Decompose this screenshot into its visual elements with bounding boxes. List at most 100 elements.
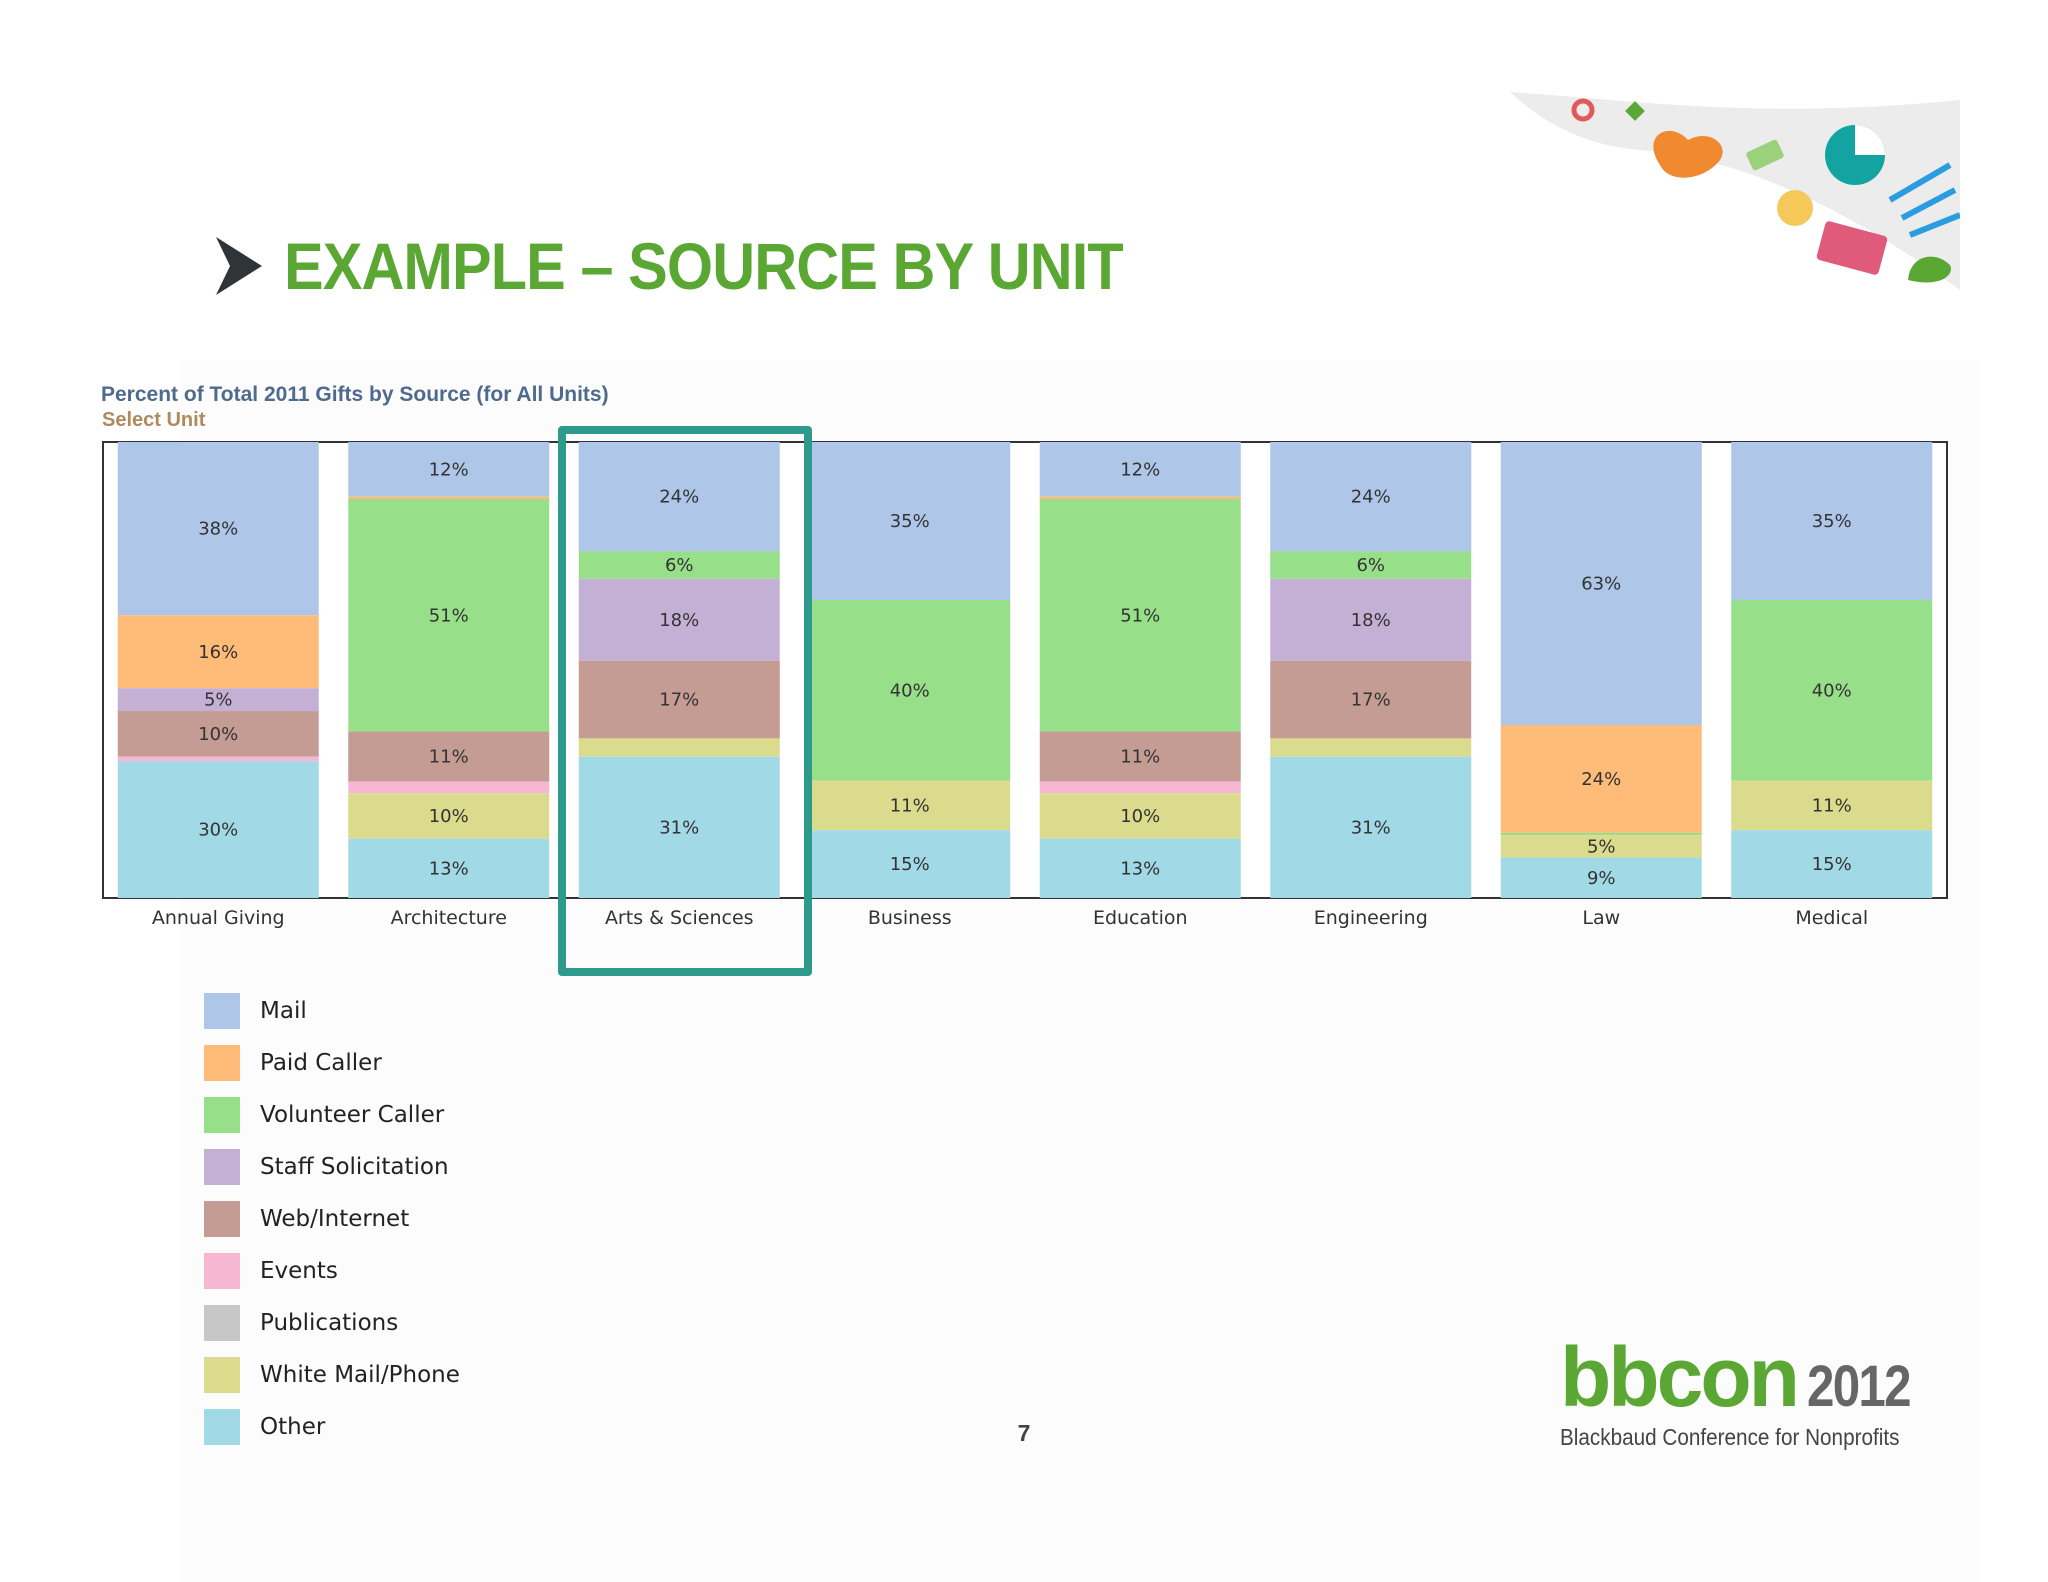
logo-brand: bbcon <box>1560 1330 1800 1424</box>
select-unit-link[interactable]: Select Unit <box>102 409 206 431</box>
bar-segment[interactable] <box>348 838 550 898</box>
data-label: 10% <box>198 724 238 745</box>
legend-item[interactable]: Events <box>204 1245 460 1297</box>
bar-segment[interactable] <box>348 442 550 497</box>
bar-segment[interactable] <box>1731 780 1933 831</box>
bar-segment[interactable] <box>1039 781 1241 794</box>
bar-segment[interactable] <box>1270 442 1472 552</box>
bar-segment[interactable] <box>578 442 780 552</box>
bar-segment[interactable] <box>348 496 550 499</box>
bar-segment[interactable] <box>117 711 319 757</box>
data-label: 17% <box>659 690 699 711</box>
data-label: 5% <box>1587 836 1616 857</box>
data-label: 11% <box>429 747 469 768</box>
bar-segment[interactable] <box>809 780 1011 831</box>
bar-segment[interactable] <box>348 731 550 782</box>
highlight-box <box>558 426 812 976</box>
bar-segment[interactable] <box>809 600 1011 781</box>
lightbulb-icon <box>1777 190 1813 226</box>
data-label: 12% <box>1120 459 1160 480</box>
legend-label: Mail <box>260 998 307 1024</box>
legend-item[interactable]: Other <box>204 1401 460 1453</box>
heart-icon <box>1653 130 1723 178</box>
data-label: 31% <box>659 817 699 838</box>
legend-label: Volunteer Caller <box>260 1102 445 1128</box>
bar-segment[interactable] <box>1731 600 1933 781</box>
bar-segment[interactable] <box>117 688 319 712</box>
legend-swatch <box>204 1357 240 1393</box>
chart-title: Percent of Total 2011 Gifts by Source (f… <box>101 383 609 406</box>
legend-label: Web/Internet <box>260 1206 410 1232</box>
bar-segment[interactable] <box>1500 835 1702 858</box>
stacked-bar-chart: 38% 16% 5% 10% 30% Annual Giving 12% 51% 11% 10% 1… <box>102 441 1948 929</box>
bar-segment[interactable] <box>1500 725 1702 833</box>
circle-icon <box>1571 98 1595 122</box>
bar-segment[interactable] <box>809 830 1011 898</box>
bar-segment[interactable] <box>1731 830 1933 898</box>
bar-segment[interactable] <box>1500 442 1702 726</box>
decorative-banner-graphic <box>1510 92 1960 290</box>
bar-segment[interactable] <box>1039 442 1241 497</box>
shell-icon <box>1908 256 1951 283</box>
bar-segment[interactable] <box>1270 660 1472 739</box>
bar-segment[interactable] <box>1270 578 1472 661</box>
bar-segment[interactable] <box>578 756 780 898</box>
bar-segment[interactable] <box>1500 832 1702 836</box>
data-label: 6% <box>1356 555 1385 576</box>
bar-segment[interactable] <box>117 442 319 616</box>
x-tick-label: Engineering <box>1314 907 1428 929</box>
legend-label: White Mail/Phone <box>260 1362 460 1388</box>
legend-item[interactable]: Staff Solicitation <box>204 1141 460 1193</box>
bar-segment[interactable] <box>578 660 780 739</box>
data-label: 35% <box>1812 511 1852 532</box>
legend-item[interactable]: Publications <box>204 1297 460 1349</box>
data-label: 24% <box>659 487 699 508</box>
legend-swatch <box>204 1149 240 1185</box>
legend-item[interactable]: White Mail/Phone <box>204 1349 460 1401</box>
bar-segment[interactable] <box>1039 496 1241 499</box>
legend-item[interactable]: Paid Caller <box>204 1037 460 1089</box>
ticket-icon <box>1746 139 1784 171</box>
bar-segment[interactable] <box>578 738 780 757</box>
bar-segment[interactable] <box>1731 442 1933 601</box>
bar-segment[interactable] <box>1270 756 1472 898</box>
data-label: 18% <box>1351 610 1391 631</box>
legend-item[interactable]: Volunteer Caller <box>204 1089 460 1141</box>
data-label: 17% <box>1351 690 1391 711</box>
legend-label: Events <box>260 1258 338 1284</box>
logo-tagline: Blackbaud Conference for Nonprofits <box>1560 1424 1900 1450</box>
legend-swatch <box>204 1201 240 1237</box>
legend-label: Paid Caller <box>260 1050 382 1076</box>
bar-segment[interactable] <box>1039 838 1241 898</box>
bar-segment[interactable] <box>1039 793 1241 839</box>
bar-segment[interactable] <box>348 781 550 794</box>
bar-segment[interactable] <box>809 442 1011 601</box>
legend-label: Publications <box>260 1310 399 1336</box>
bar-segment[interactable] <box>578 551 780 579</box>
legend-swatch <box>204 1409 240 1445</box>
legend-swatch <box>204 1305 240 1341</box>
bar-segment[interactable] <box>117 761 319 898</box>
bar-segment[interactable] <box>348 499 550 732</box>
bar-segment[interactable] <box>117 615 319 689</box>
legend-item[interactable]: Web/Internet <box>204 1193 460 1245</box>
data-label: 51% <box>429 605 469 626</box>
x-tick-label: Annual Giving <box>152 907 285 929</box>
chart-legend: Mail Paid Caller Volunteer Caller Staff Sol… <box>204 985 460 1453</box>
data-label: 13% <box>1120 858 1160 879</box>
legend-item[interactable]: Mail <box>204 985 460 1037</box>
bar-segment[interactable] <box>578 578 780 661</box>
bar-segment[interactable] <box>1500 857 1702 898</box>
bar-segment[interactable] <box>1039 499 1241 732</box>
bar-segment[interactable] <box>1270 738 1472 757</box>
bar-segment[interactable] <box>1270 551 1472 579</box>
logo-year: 2012 <box>1806 1354 1912 1419</box>
bar-segment[interactable] <box>348 793 550 839</box>
data-label: 30% <box>198 820 238 841</box>
bar-segment[interactable] <box>1039 731 1241 782</box>
data-label: 63% <box>1581 574 1621 595</box>
data-label: 51% <box>1120 605 1160 626</box>
bar-segment[interactable] <box>117 756 319 762</box>
bbcon-logo: bbcon 2012 Blackbaud Conference for Nonp… <box>1560 1335 1937 1451</box>
slide-title-row: EXAMPLE – SOURCE BY UNIT <box>216 228 1216 304</box>
